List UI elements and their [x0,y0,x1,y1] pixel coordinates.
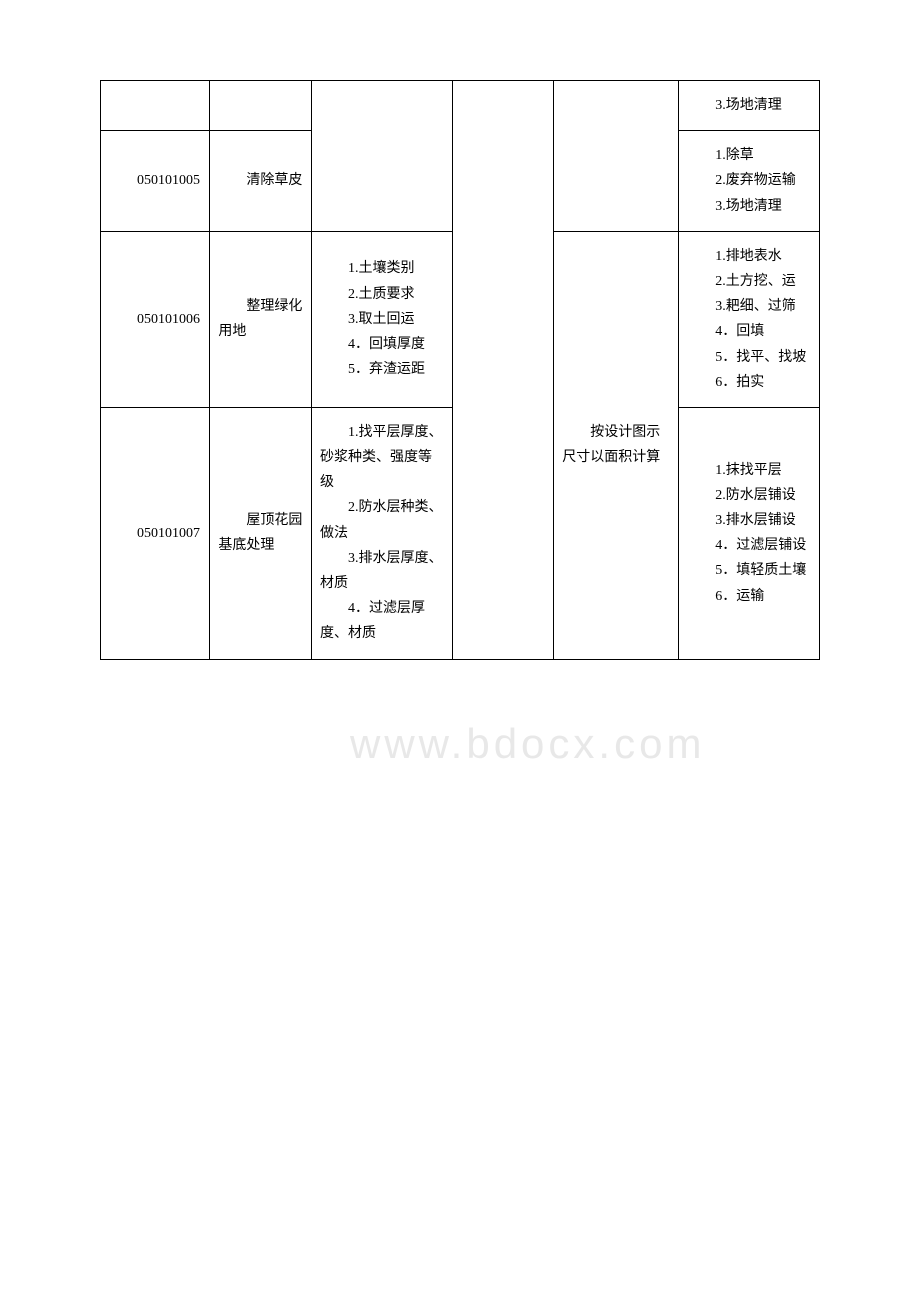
cell-work: 1.排地表水2.土方挖、运3.耙细、过筛4．回填5．找平、找坡6．拍实 [679,231,820,407]
cell-desc [312,81,453,232]
cell-desc: 1.土壤类别2.土质要求3.取土回运4．回填厚度5．弃渣运距 [312,231,453,407]
cell-name: 屋顶花园基底处理 [210,407,312,659]
list-line: 2.土方挖、运 [687,269,811,294]
cell-calc [554,81,679,232]
list-line: 2.防水层铺设 [687,483,811,508]
list-line: 1.找平层厚度、砂浆种类、强度等级 [320,420,444,496]
cell-work: 1.抹找平层2.防水层铺设3.排水层铺设4．过滤层铺设5．填轻质土壤6．运输 [679,407,820,659]
list-line: 4．过滤层厚度、材质 [320,596,444,646]
list-line: 3.耙细、过筛 [687,294,811,319]
list-line: 5．填轻质土壤 [687,558,811,583]
list-line: 6．运输 [687,584,811,609]
list-line: 1.土壤类别 [320,256,444,281]
list-line: 3.取土回运 [320,307,444,332]
cell-code [101,81,210,131]
cell-calc: 按设计图示尺寸以面积计算 [554,231,679,659]
list-line: 4．过滤层铺设 [687,533,811,558]
list-line: 3.场地清理 [687,194,811,219]
list-line: 2.土质要求 [320,282,444,307]
cell-name: 整理绿化用地 [210,231,312,407]
work-item: 3.场地清理 [687,93,811,118]
list-line: 5．弃渣运距 [320,357,444,382]
code-text: 050101006 [109,307,201,332]
cell-code: 050101005 [101,131,210,232]
cell-work: 3.场地清理 [679,81,820,131]
code-text: 050101007 [109,521,201,546]
cell-desc: 1.找平层厚度、砂浆种类、强度等级2.防水层种类、做法3.排水层厚度、材质4．过… [312,407,453,659]
name-text: 屋顶花园基底处理 [218,508,303,558]
list-line: 3.排水层厚度、材质 [320,546,444,596]
table-container: www.bdocx.com 3.场地清理 [100,80,820,660]
list-line: 5．找平、找坡 [687,345,811,370]
specification-table: 3.场地清理 050101005 清除草皮 1.除草2.废弃物运输3.场地清理 … [100,80,820,660]
list-line: 2.防水层种类、做法 [320,495,444,545]
watermark: www.bdocx.com [350,720,705,768]
list-line: 1.除草 [687,143,811,168]
cell-work: 1.除草2.废弃物运输3.场地清理 [679,131,820,232]
list-line: 1.排地表水 [687,244,811,269]
table-row: 3.场地清理 [101,81,820,131]
name-text: 整理绿化用地 [218,294,303,344]
list-line: 2.废弃物运输 [687,168,811,193]
list-line: 4．回填 [687,319,811,344]
list-line: 4．回填厚度 [320,332,444,357]
list-line: 6．拍实 [687,370,811,395]
code-text: 050101005 [109,168,201,193]
list-line: 3.排水层铺设 [687,508,811,533]
cell-name [210,81,312,131]
cell-code: 050101007 [101,407,210,659]
cell-name: 清除草皮 [210,131,312,232]
calc-text: 按设计图示尺寸以面积计算 [562,420,670,470]
cell-unit [452,81,554,660]
name-text: 清除草皮 [218,168,303,193]
list-line: 1.抹找平层 [687,458,811,483]
cell-code: 050101006 [101,231,210,407]
